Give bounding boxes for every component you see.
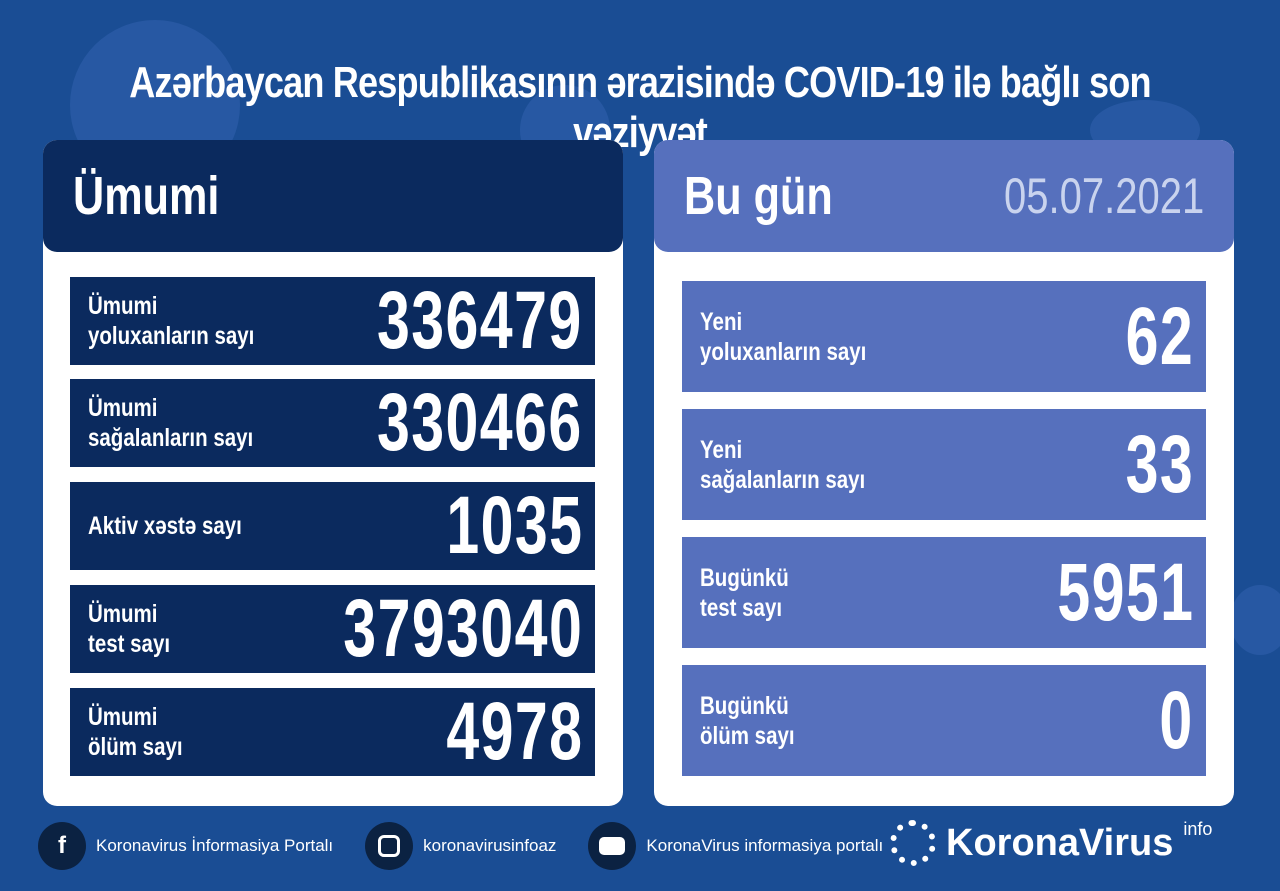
stat-label: yoluxanların sayı	[700, 337, 867, 366]
stat-row: Bugünkü ölüm sayı 0	[682, 665, 1206, 776]
stat-label: ölüm sayı	[700, 721, 795, 750]
report-date: 05.07.2021	[1003, 168, 1204, 224]
stat-label: Yeni	[700, 307, 743, 336]
stat-label: Aktiv xəstə sayı	[88, 512, 242, 540]
stat-value: 5951	[1056, 546, 1194, 638]
stat-row: Ümumi sağalanların sayı 330466	[70, 377, 595, 468]
stat-label: Bugünkü	[700, 691, 789, 720]
stat-value: 33	[1125, 418, 1194, 510]
instagram-icon[interactable]	[365, 822, 414, 870]
stat-row: Aktiv xəstə sayı 1035	[70, 480, 595, 571]
stat-label: test sayı	[700, 593, 783, 622]
total-header: Ümumi	[43, 140, 623, 252]
virus-decoration	[1230, 585, 1280, 655]
total-panel: Ümumi Ümumi yoluxanların sayı 336479 Ümumi…	[43, 140, 623, 806]
stat-row: Ümumi ölüm sayı 4978	[70, 686, 595, 777]
brand-sup: info	[1183, 818, 1213, 839]
youtube-link[interactable]: KoronaVirus informasiya portalı	[646, 836, 884, 855]
social-links: f Koronavirus İnformasiya Portalı korona…	[38, 822, 883, 870]
stat-label: Ümumi	[88, 394, 158, 422]
stat-label: ölüm sayı	[88, 733, 183, 761]
stat-label: yoluxanların sayı	[88, 322, 255, 350]
today-header: Bu gün 05.07.2021	[654, 140, 1234, 252]
instagram-link[interactable]: koronavirusinfoaz	[423, 836, 557, 855]
stat-value: 330466	[377, 377, 583, 468]
stat-value: 1035	[445, 480, 583, 571]
youtube-icon[interactable]	[588, 822, 637, 870]
stat-row: Ümumi test sayı 3793040	[70, 583, 595, 674]
stat-label: Ümumi	[88, 292, 158, 320]
stat-value: 62	[1125, 290, 1194, 382]
stat-label: Ümumi	[88, 703, 158, 731]
stat-label: Ümumi	[88, 600, 158, 628]
sun-virus-icon	[890, 820, 936, 866]
total-heading: Ümumi	[73, 166, 220, 226]
stat-value: 336479	[377, 275, 583, 366]
today-panel: Bu gün 05.07.2021 Yeni yoluxanların sayı 6…	[654, 140, 1234, 806]
brand-logo: KoronaVirus info	[890, 818, 1213, 866]
page-title: Azərbaycan Respublikasının ərazisində CO…	[129, 58, 1151, 157]
facebook-link[interactable]: Koronavirus İnformasiya Portalı	[96, 836, 334, 855]
facebook-icon[interactable]: f	[38, 822, 86, 870]
stat-label: test sayı	[88, 630, 171, 658]
stat-value: 4978	[445, 686, 583, 777]
today-heading: Bu gün	[684, 166, 833, 226]
stat-value: 0	[1159, 674, 1194, 766]
stat-label: sağalanların sayı	[88, 424, 254, 452]
brand-name: KoronaVirus	[946, 821, 1174, 864]
stat-row: Ümumi yoluxanların sayı 336479	[70, 275, 595, 366]
stat-label: sağalanların sayı	[700, 465, 866, 494]
stat-label: Yeni	[700, 435, 743, 464]
stat-label: Bugünkü	[700, 563, 789, 592]
stat-value: 3793040	[343, 583, 583, 674]
stat-row: Yeni yoluxanların sayı 62	[682, 281, 1206, 392]
stat-row: Bugünkü test sayı 5951	[682, 537, 1206, 648]
stat-row: Yeni sağalanların sayı 33	[682, 409, 1206, 520]
